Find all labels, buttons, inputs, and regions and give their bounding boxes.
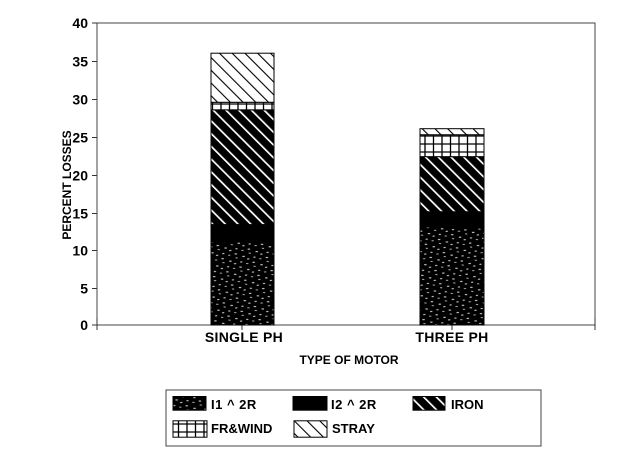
svg-text:THREE PH: THREE PH — [415, 329, 488, 345]
svg-text:IRON: IRON — [451, 397, 484, 412]
svg-text:PERCENT LOSSES: PERCENT LOSSES — [60, 130, 74, 239]
svg-text:SINGLE PH: SINGLE PH — [205, 329, 283, 345]
svg-text:15: 15 — [72, 206, 88, 222]
svg-text:35: 35 — [72, 54, 88, 70]
svg-text:TYPE OF MOTOR: TYPE OF MOTOR — [299, 353, 398, 367]
svg-text:5: 5 — [80, 281, 88, 297]
svg-text:30: 30 — [72, 92, 88, 108]
svg-text:10: 10 — [72, 243, 88, 259]
svg-text:FR&WIND: FR&WIND — [211, 421, 272, 436]
svg-text:I1 ^ 2R: I1 ^ 2R — [211, 397, 257, 412]
svg-text:25: 25 — [72, 130, 88, 146]
svg-text:0: 0 — [80, 317, 88, 333]
svg-text:I2 ^ 2R: I2 ^ 2R — [331, 397, 377, 412]
svg-text:20: 20 — [72, 168, 88, 184]
svg-text:40: 40 — [72, 15, 88, 31]
svg-text:STRAY: STRAY — [332, 421, 375, 436]
